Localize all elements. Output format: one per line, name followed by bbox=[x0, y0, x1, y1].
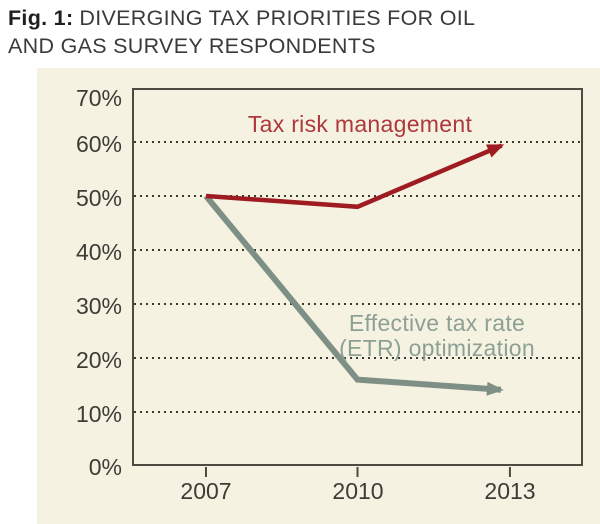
series-label-tax-risk-management: Tax risk management bbox=[247, 111, 473, 137]
y-axis-tick-label: 0% bbox=[88, 454, 122, 480]
y-axis-tick-label: 40% bbox=[75, 239, 122, 265]
series-label-etr-optimization: Effective tax rate (ETR) optimization bbox=[327, 311, 547, 360]
figure-title: Fig. 1: DIVERGING TAX PRIORITIES FOR OIL … bbox=[8, 4, 568, 60]
y-axis-tick-label: 70% bbox=[75, 85, 122, 111]
chart-panel bbox=[37, 68, 600, 524]
x-axis-tick-label: 2007 bbox=[180, 478, 232, 504]
figure-title-line2: AND GAS SURVEY RESPONDENTS bbox=[8, 34, 376, 58]
series-label-etr-line2: (ETR) optimization bbox=[339, 334, 535, 361]
y-axis-tick-label: 30% bbox=[75, 293, 122, 319]
y-axis-tick-label: 20% bbox=[75, 347, 122, 373]
figure-number: Fig. 1: bbox=[8, 6, 74, 30]
y-axis-tick-label: 50% bbox=[75, 185, 122, 211]
x-axis-tick-label: 2010 bbox=[332, 478, 384, 504]
y-axis-tick-label: 10% bbox=[75, 401, 122, 427]
y-axis-tick-label: 60% bbox=[75, 131, 122, 157]
series-label-etr-line1: Effective tax rate bbox=[348, 310, 526, 336]
x-axis-tick-label: 2013 bbox=[484, 478, 536, 504]
figure-title-line1: DIVERGING TAX PRIORITIES FOR OIL bbox=[79, 6, 476, 30]
